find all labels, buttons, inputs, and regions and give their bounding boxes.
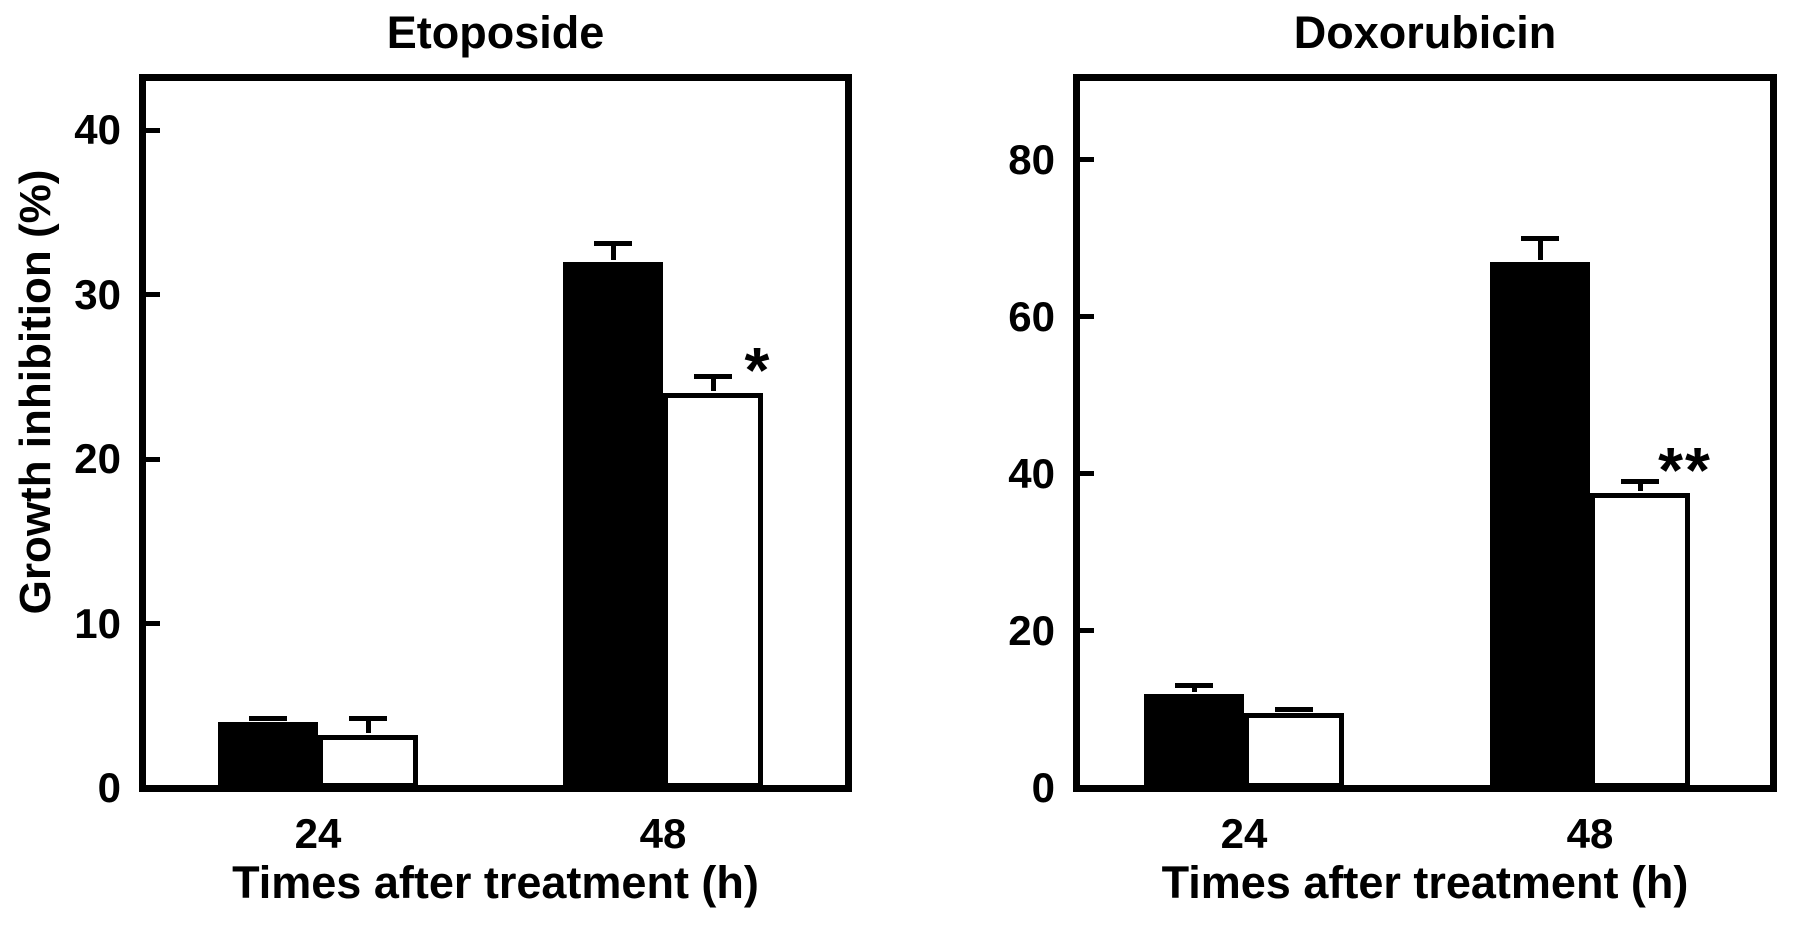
bar-24h-filled-black-bar [1144,693,1244,788]
x-axis-label: Times after treatment (h) [1161,857,1689,908]
bar-24h-filled-black-bar [218,722,318,788]
y-tick-mark [1080,157,1094,163]
error-bar-cap [594,241,632,247]
error-bar-cap [1175,683,1213,689]
y-tick-mark [1080,314,1094,320]
x-tick-label: 48 [1566,810,1614,857]
y-tick-mark [146,292,160,298]
chart-title: Etoposide [386,7,605,58]
bar-24h-open-white-bar [318,735,418,788]
error-bar-stem [1191,685,1197,692]
x-tick-label: 24 [294,810,342,857]
error-bar-cap [1621,479,1659,485]
y-tick-mark [146,456,160,462]
y-tick-mark [146,127,160,133]
y-tick-mark [1080,628,1094,634]
x-tick-label: 24 [1220,810,1268,857]
bar-48h-filled-black-bar [563,261,663,788]
y-tick-label: 40 [1008,449,1055,497]
bar-48h-filled-black-bar [1490,261,1590,788]
y-tick-label: 30 [74,270,121,318]
bar-48h-open-white-bar [663,393,763,788]
y-tick-mark [1080,471,1094,477]
y-tick-mark [146,621,160,627]
bar-48h-open-white-bar [1590,493,1690,788]
chart-title: Doxorubicin [1293,7,1557,58]
error-bar-cap [249,716,287,722]
error-bar-cap [694,374,732,380]
y-tick-label: 80 [1008,135,1055,183]
y-tick-label: 60 [1008,292,1055,340]
y-tick-label: 40 [74,106,121,154]
error-bar-stem [710,376,716,392]
significance-marker: ** [1658,434,1712,507]
error-bar-cap [1521,235,1559,241]
error-bar-cap [349,716,387,722]
x-tick-label: 48 [639,810,687,857]
error-bar-stem [1537,238,1543,260]
y-tick-label: 0 [97,764,121,811]
error-bar-stem [1637,481,1643,492]
y-tick-label: 0 [1031,764,1055,811]
y-tick-label: 20 [74,435,121,483]
y-tick-label: 20 [1008,606,1055,654]
significance-marker: * [744,334,772,407]
y-tick-label: 10 [74,599,121,647]
error-bar-cap [1275,706,1313,712]
error-bar-stem [365,718,371,734]
x-axis-label: Times after treatment (h) [232,857,759,908]
error-bar-stem [610,243,616,260]
bar-24h-open-white-bar [1244,713,1344,788]
